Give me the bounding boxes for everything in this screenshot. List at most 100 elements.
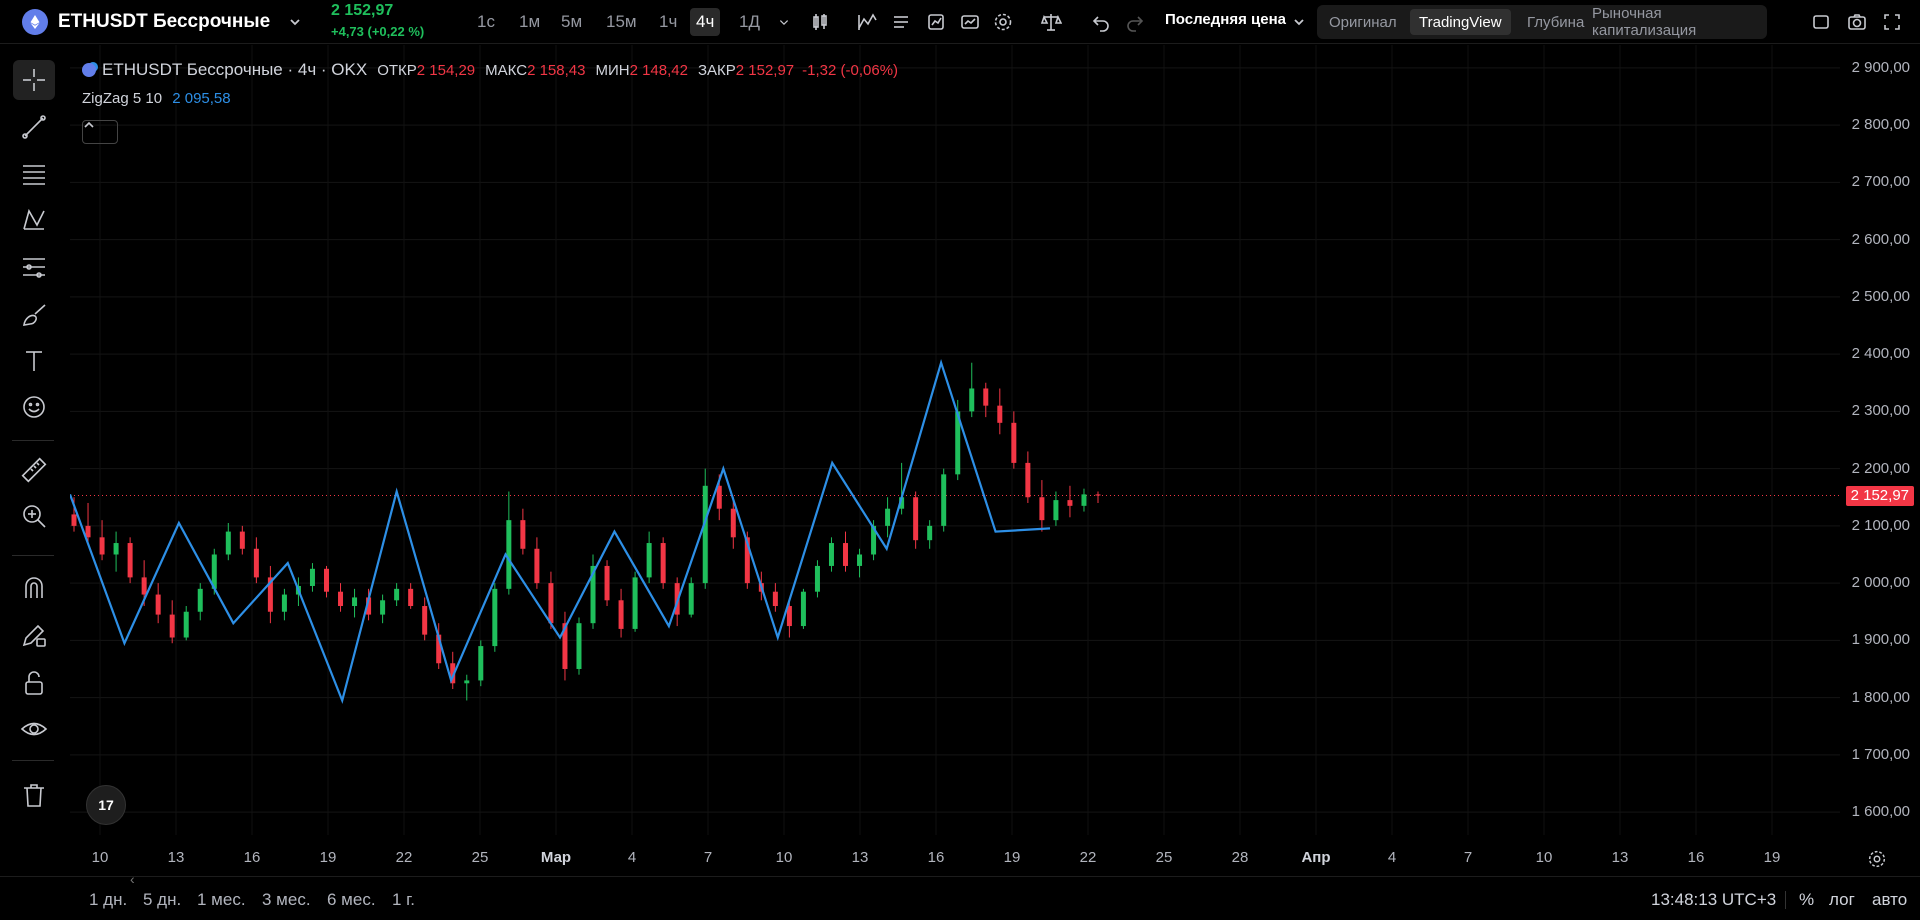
timeframe-1s[interactable]: 1с — [477, 12, 495, 31]
trend-line-icon[interactable] — [13, 107, 55, 147]
legend-close: 2 152,97 — [735, 61, 795, 79]
candles-icon[interactable] — [805, 8, 835, 36]
candle-body — [197, 588, 203, 612]
candle-body — [702, 485, 708, 584]
clock-timezone[interactable]: 13:48:13 UTC+3 — [1651, 890, 1777, 909]
timeframe-1m[interactable]: 1м — [519, 12, 541, 31]
price-axis-label: 2 600,00 — [1851, 230, 1910, 248]
range-3m[interactable]: 3 мес. — [262, 890, 311, 909]
range-1d[interactable]: 1 дн. — [89, 890, 128, 909]
candle-body — [520, 520, 526, 549]
time-axis-label: 13 — [851, 849, 869, 866]
candle-body — [534, 548, 540, 584]
candlestick-chart[interactable] — [70, 45, 1840, 835]
timeframe-chevron-down-icon[interactable] — [769, 8, 799, 36]
auto-scale-toggle[interactable]: авто — [1872, 890, 1908, 909]
last-price: 2 152,97 — [331, 2, 394, 19]
chart-pane[interactable]: ETHUSDT Бессрочные · 4ч · OKX ОТКР 2 154,… — [70, 45, 1840, 887]
price-change: +4,73 (+0,22 %) — [331, 24, 425, 39]
range-6m[interactable]: 6 мес. — [327, 890, 376, 909]
tab-depth[interactable]: Глубина — [1527, 13, 1585, 31]
tab-market-cap[interactable]: Рыночная капитализация — [1592, 5, 1697, 39]
visibility-eye-icon[interactable] — [13, 709, 55, 749]
percent-scale-toggle[interactable]: % — [1799, 890, 1815, 909]
ruler-icon[interactable] — [13, 450, 55, 490]
timeframe-15m[interactable]: 15м — [606, 12, 637, 31]
chevron-left-icon[interactable]: ‹ — [130, 871, 135, 887]
undo-icon[interactable] — [1086, 8, 1116, 36]
candle-body — [843, 543, 849, 566]
indicators-icon[interactable] — [852, 8, 882, 36]
trash-icon[interactable] — [13, 775, 55, 815]
timeframe-4h[interactable]: 4ч — [690, 8, 721, 36]
candle-body — [730, 508, 736, 538]
zoom-in-icon[interactable] — [13, 496, 55, 536]
last-price-label: 2 152,97 — [1845, 485, 1914, 506]
price-axis-label: 1 600,00 — [1851, 803, 1910, 821]
candle-body — [506, 520, 512, 589]
magnet-icon[interactable] — [13, 568, 55, 608]
pattern-tool-icon[interactable] — [13, 200, 55, 240]
fullscreen-icon[interactable] — [1806, 8, 1836, 36]
price-axis-label: 2 300,00 — [1851, 402, 1910, 420]
candle-body — [772, 591, 778, 607]
candle-body — [899, 497, 905, 509]
symbol-selector[interactable]: ETHUSDT Бессрочные — [58, 11, 271, 32]
chart-legend: ETHUSDT Бессрочные · 4ч · OKX ОТКР 2 154,… — [82, 60, 898, 80]
price-axis-label: 1 800,00 — [1851, 688, 1910, 706]
tab-original[interactable]: Оригинал — [1329, 13, 1397, 31]
range-1m[interactable]: 1 мес. — [197, 890, 246, 909]
candle-body — [211, 554, 217, 589]
chevron-down-icon[interactable] — [284, 12, 306, 32]
axis-settings-gear-icon[interactable] — [1866, 848, 1890, 872]
time-axis-label: 4 — [627, 849, 637, 866]
candle-body — [436, 634, 442, 664]
settings-gear-icon[interactable] — [988, 8, 1018, 36]
camera-icon[interactable] — [1842, 8, 1872, 36]
tradingview-logo-icon[interactable]: 17 — [86, 785, 126, 825]
template-icon[interactable] — [955, 8, 985, 36]
chart-box-icon[interactable] — [921, 8, 951, 36]
crosshair-tool-icon[interactable] — [13, 60, 55, 100]
collapse-legend-button[interactable] — [82, 120, 118, 144]
list-icon[interactable] — [886, 8, 916, 36]
candle-body — [239, 531, 245, 549]
lock-drawing-pen-icon[interactable] — [13, 615, 55, 655]
price-axis[interactable]: 2 900,00 2 800,00 2 700,00 2 600,00 2 500,00… — [1840, 45, 1920, 845]
fullscreen-expand-icon[interactable] — [1877, 8, 1907, 36]
log-scale-toggle[interactable]: лог — [1829, 890, 1855, 909]
timeframe-1h[interactable]: 1ч — [659, 12, 678, 31]
compare-scales-icon[interactable] — [1036, 8, 1066, 36]
candle-body — [562, 623, 568, 669]
price-type-selector[interactable]: Последняя цена — [1165, 11, 1286, 28]
candle-body — [380, 600, 386, 615]
price-axis-label: 1 900,00 — [1851, 631, 1910, 649]
text-tool-icon[interactable] — [13, 341, 55, 381]
price-axis-label: 2 900,00 — [1851, 58, 1910, 76]
range-1y[interactable]: 1 г. — [392, 890, 416, 909]
emoji-icon[interactable] — [13, 387, 55, 427]
zigzag-indicator-label[interactable]: ZigZag 5 10 2 095,58 — [82, 90, 231, 107]
candle-body — [632, 577, 638, 629]
tab-tradingview[interactable]: TradingView — [1410, 9, 1511, 35]
unlock-icon[interactable] — [13, 663, 55, 703]
legend-open: 2 154,29 — [416, 61, 476, 79]
time-axis-label: 10 — [775, 849, 793, 866]
legend-high-label: МАКС — [485, 61, 528, 79]
horizontal-lines-icon[interactable] — [13, 153, 55, 193]
price-type-chevron-icon[interactable] — [1288, 12, 1310, 32]
time-axis[interactable]: 10 13 16 19 22 25 Мар 4 7 10 13 16 19 22 25 28 Апр 4 7 10 13… — [70, 845, 1840, 875]
timeframe-5m[interactable]: 5м — [561, 12, 583, 31]
candle-body — [646, 543, 652, 578]
measure-levels-icon[interactable] — [13, 247, 55, 287]
drawing-toolbar — [0, 45, 66, 875]
time-axis-label: 7 — [1463, 849, 1473, 866]
candle-body — [828, 543, 834, 566]
timeframe-1d[interactable]: 1Д — [739, 12, 760, 31]
brush-icon[interactable] — [13, 295, 55, 335]
chevron-up-icon — [84, 121, 94, 128]
range-5d[interactable]: 5 дн. — [143, 890, 182, 909]
redo-icon[interactable] — [1120, 8, 1150, 36]
candle-body — [927, 525, 933, 541]
time-axis-label: 19 — [319, 849, 337, 866]
